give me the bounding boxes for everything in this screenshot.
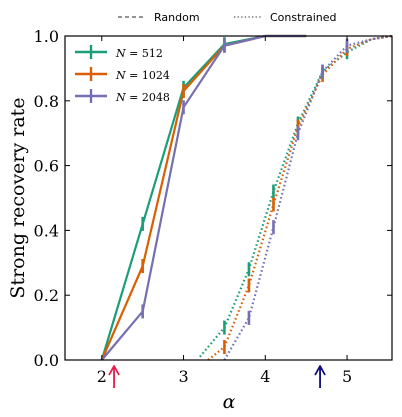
- y-tick-label: 0.8: [34, 92, 59, 111]
- series-line: [223, 34, 392, 361]
- legend-label: N = 512: [115, 47, 163, 60]
- series-line: [207, 34, 392, 361]
- top-legend: Random Constrained: [118, 11, 336, 24]
- x-tick-label: 4: [260, 367, 270, 386]
- series-line: [100, 34, 307, 361]
- y-tick-label: 0.4: [34, 221, 59, 240]
- constrained-legend-label: Constrained: [270, 11, 336, 24]
- series-line: [100, 34, 307, 361]
- series-line: [100, 34, 307, 361]
- y-tick-label: 0.0: [34, 351, 59, 370]
- y-axis: 0.0 0.2 0.4 0.6 0.8 1.0: [34, 27, 392, 370]
- series-line: [199, 34, 392, 358]
- legend-label: N = 2048: [115, 91, 170, 104]
- random-legend-label: Random: [154, 11, 200, 24]
- x-axis-label: α: [223, 391, 236, 413]
- y-tick-label: 1.0: [34, 27, 59, 46]
- legend-label: N = 1024: [115, 69, 170, 82]
- y-tick-label: 0.6: [34, 157, 59, 176]
- x-tick-label: 2: [97, 367, 107, 386]
- x-tick-label: 5: [342, 367, 352, 386]
- plot-area: [100, 34, 392, 361]
- y-tick-label: 0.2: [34, 286, 59, 305]
- series-group: [100, 34, 392, 361]
- axes-frame: [64, 35, 393, 361]
- y-axis-label: Strong recovery rate: [7, 97, 29, 298]
- x-axis: 2 3 4 5: [97, 36, 352, 386]
- arrow-head: [108, 365, 120, 376]
- arrow-head: [314, 365, 326, 376]
- threshold-arrows: [108, 365, 326, 388]
- series-legend: N = 512 N = 1024 N = 2048: [75, 45, 170, 104]
- x-tick-label: 3: [178, 367, 188, 386]
